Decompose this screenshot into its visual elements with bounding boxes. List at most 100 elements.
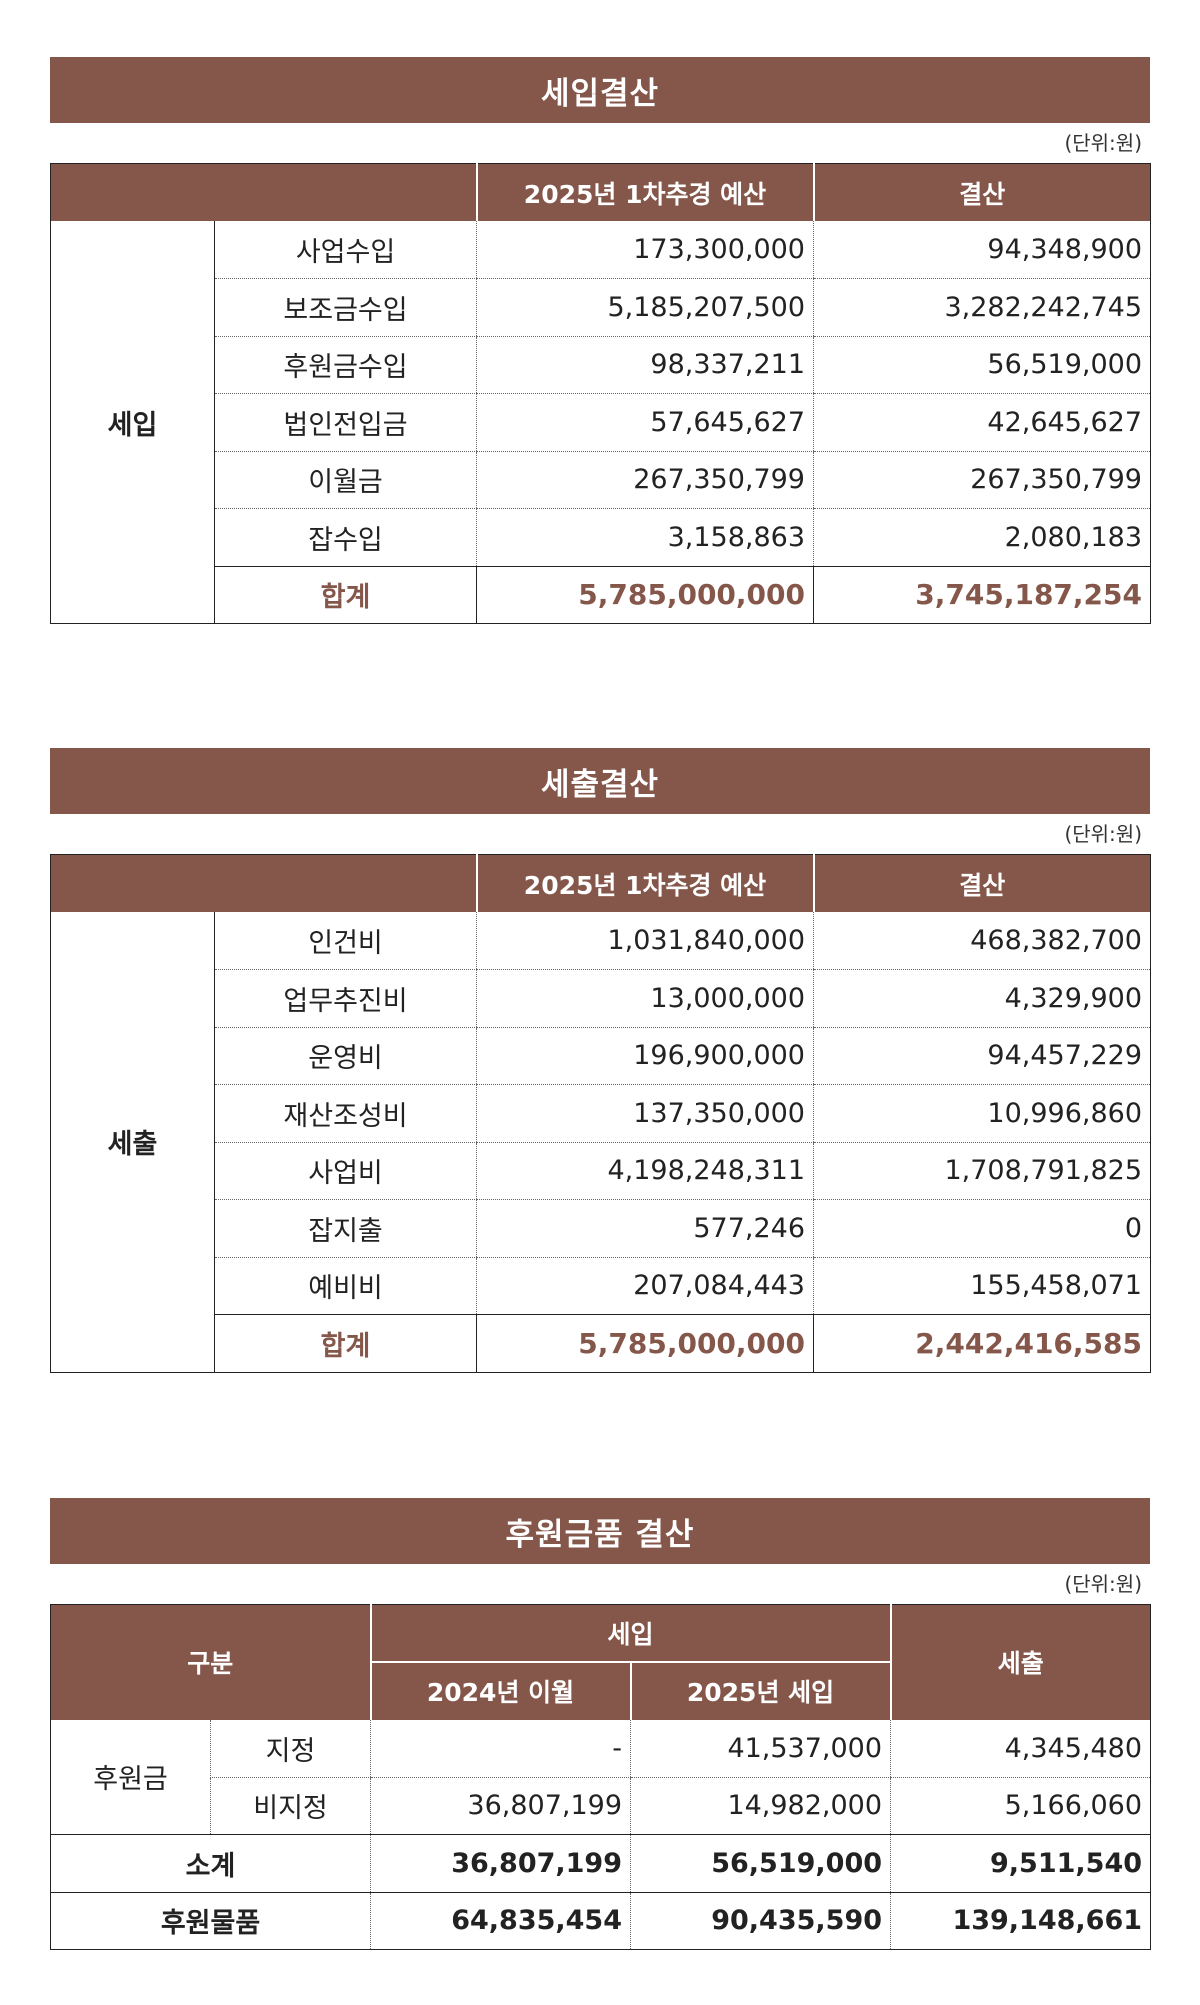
donation-header-prev: 2024년 이월 <box>369 1661 631 1720</box>
row-prev: - <box>370 1719 631 1778</box>
donation-title: 후원금품 결산 <box>50 1498 1150 1564</box>
subtotal-prev: 36,807,199 <box>370 1834 631 1893</box>
row-item: 재산조성비 <box>214 1084 477 1143</box>
row-budget: 173,300,000 <box>476 221 814 279</box>
total-budget: 5,785,000,000 <box>476 565 814 624</box>
donation-table: 구분 세입 세출 2024년 이월 2025년 세입 후원금 지정 - 41,5… <box>50 1604 1152 1950</box>
donation-header-curr: 2025년 세입 <box>629 1661 891 1720</box>
row-item: 법인전입금 <box>214 393 477 452</box>
goods-out: 139,148,661 <box>890 1891 1151 1950</box>
row-item: 운영비 <box>214 1027 477 1085</box>
total-settled: 3,745,187,254 <box>813 565 1151 624</box>
subtotal-label: 소계 <box>50 1834 371 1893</box>
table-row: 세입 사업수입 173,300,000 94,348,900 <box>50 221 1151 624</box>
expense-header-row: 2025년 1차추경 예산 결산 <box>50 854 1151 912</box>
row-item: 사업수입 <box>214 221 477 279</box>
row-settled: 94,457,229 <box>813 1027 1151 1085</box>
table-row: 업무추진비 13,000,000 4,329,900 <box>51 969 1151 1028</box>
table-row: 운영비 196,900,000 94,457,229 <box>51 1027 1151 1085</box>
row-out: 4,345,480 <box>890 1719 1151 1778</box>
table-row: 사업비 4,198,248,311 1,708,791,825 <box>51 1142 1151 1200</box>
row-settled: 10,996,860 <box>813 1084 1151 1143</box>
table-row: 잡수입 3,158,863 2,080,183 <box>51 508 1151 567</box>
income-header-row: 2025년 1차추경 예산 결산 <box>50 163 1151 221</box>
row-item: 업무추진비 <box>214 969 477 1028</box>
row-settled: 56,519,000 <box>813 336 1151 394</box>
row-item: 이월금 <box>214 451 477 509</box>
donation-group: 후원금 <box>50 1719 211 1835</box>
income-header-settled: 결산 <box>812 163 1151 221</box>
row-budget: 13,000,000 <box>476 969 814 1028</box>
donation-subtotal-row: 소계 36,807,199 56,519,000 9,511,540 <box>50 1834 1151 1893</box>
row-item: 후원금수입 <box>214 336 477 394</box>
table-row: 잡지출 577,246 0 <box>51 1199 1151 1258</box>
row-item: 보조금수입 <box>214 278 477 337</box>
donation-header-row-1: 구분 세입 세출 <box>50 1604 1151 1720</box>
table-row: 이월금 267,350,799 267,350,799 <box>51 451 1151 509</box>
subtotal-curr: 56,519,000 <box>630 1834 891 1893</box>
total-settled: 2,442,416,585 <box>813 1314 1151 1373</box>
row-settled: 1,708,791,825 <box>813 1142 1151 1200</box>
subtotal-out: 9,511,540 <box>890 1834 1151 1893</box>
income-header-budget: 2025년 1차추경 예산 <box>475 163 814 221</box>
income-title: 세입결산 <box>50 57 1150 123</box>
expense-total-row: 합계 5,785,000,000 2,442,416,585 <box>51 1314 1151 1373</box>
row-prev: 36,807,199 <box>370 1777 631 1835</box>
table-row: 세출 인건비 1,031,840,000 468,382,700 <box>50 912 1151 1373</box>
row-budget: 267,350,799 <box>476 451 814 509</box>
total-label: 합계 <box>214 565 477 624</box>
row-settled: 468,382,700 <box>813 912 1151 970</box>
row-settled: 155,458,071 <box>813 1257 1151 1315</box>
row-budget: 98,337,211 <box>476 336 814 394</box>
row-budget: 1,031,840,000 <box>476 912 814 970</box>
income-section: 세입결산 (단위:원) 2025년 1차추경 예산 결산 세입 사업수입 173… <box>50 57 1151 624</box>
row-settled: 0 <box>813 1199 1151 1258</box>
expense-table: 2025년 1차추경 예산 결산 세출 인건비 1,031,840,000 46… <box>50 854 1151 1373</box>
row-item: 예비비 <box>214 1257 477 1315</box>
row-item: 지정 <box>209 1719 371 1778</box>
goods-label: 후원물품 <box>50 1891 371 1950</box>
expense-title: 세출결산 <box>50 748 1150 814</box>
donation-unit: (단위:원) <box>1064 1572 1142 1596</box>
row-item: 잡지출 <box>214 1199 477 1258</box>
table-row: 재산조성비 137,350,000 10,996,860 <box>51 1084 1151 1143</box>
row-settled: 2,080,183 <box>813 508 1151 567</box>
row-curr: 14,982,000 <box>630 1777 891 1835</box>
row-curr: 41,537,000 <box>630 1719 891 1778</box>
row-item: 인건비 <box>214 912 477 970</box>
donation-section: 후원금품 결산 (단위:원) 구분 세입 세출 2024년 이월 2025년 세… <box>50 1498 1152 1950</box>
row-settled: 42,645,627 <box>813 393 1151 452</box>
table-row: 비지정 36,807,199 14,982,000 5,166,060 <box>51 1777 1151 1835</box>
total-label: 합계 <box>214 1314 477 1373</box>
donation-header-expense: 세출 <box>889 1604 1151 1720</box>
table-row: 예비비 207,084,443 155,458,071 <box>51 1257 1151 1315</box>
donation-header-row-2: 2024년 이월 2025년 세입 <box>51 1661 1151 1720</box>
expense-header-budget: 2025년 1차추경 예산 <box>475 854 814 912</box>
table-row: 후원금 지정 - 41,537,000 4,345,480 <box>50 1719 1151 1835</box>
row-budget: 57,645,627 <box>476 393 814 452</box>
row-out: 5,166,060 <box>890 1777 1151 1835</box>
table-row: 보조금수입 5,185,207,500 3,282,242,745 <box>51 278 1151 337</box>
row-item: 비지정 <box>209 1777 371 1835</box>
row-budget: 137,350,000 <box>476 1084 814 1143</box>
row-budget: 207,084,443 <box>476 1257 814 1315</box>
donation-goods-row: 후원물품 64,835,454 90,435,590 139,148,661 <box>50 1891 1151 1950</box>
income-category: 세입 <box>50 221 215 624</box>
row-settled: 94,348,900 <box>813 221 1151 279</box>
goods-curr: 90,435,590 <box>630 1891 891 1950</box>
expense-header-settled: 결산 <box>812 854 1151 912</box>
table-row: 후원금수입 98,337,211 56,519,000 <box>51 336 1151 394</box>
total-budget: 5,785,000,000 <box>476 1314 814 1373</box>
row-budget: 5,185,207,500 <box>476 278 814 337</box>
row-settled: 4,329,900 <box>813 969 1151 1028</box>
row-settled: 3,282,242,745 <box>813 278 1151 337</box>
donation-header-income: 세입 <box>369 1604 891 1662</box>
expense-header-blank <box>50 854 477 912</box>
income-total-row: 합계 5,785,000,000 3,745,187,254 <box>51 565 1151 624</box>
income-table: 2025년 1차추경 예산 결산 세입 사업수입 173,300,000 94,… <box>50 163 1151 624</box>
goods-prev: 64,835,454 <box>370 1891 631 1950</box>
table-row: 법인전입금 57,645,627 42,645,627 <box>51 393 1151 452</box>
expense-category: 세출 <box>50 912 215 1373</box>
row-settled: 267,350,799 <box>813 451 1151 509</box>
row-item: 잡수입 <box>214 508 477 567</box>
